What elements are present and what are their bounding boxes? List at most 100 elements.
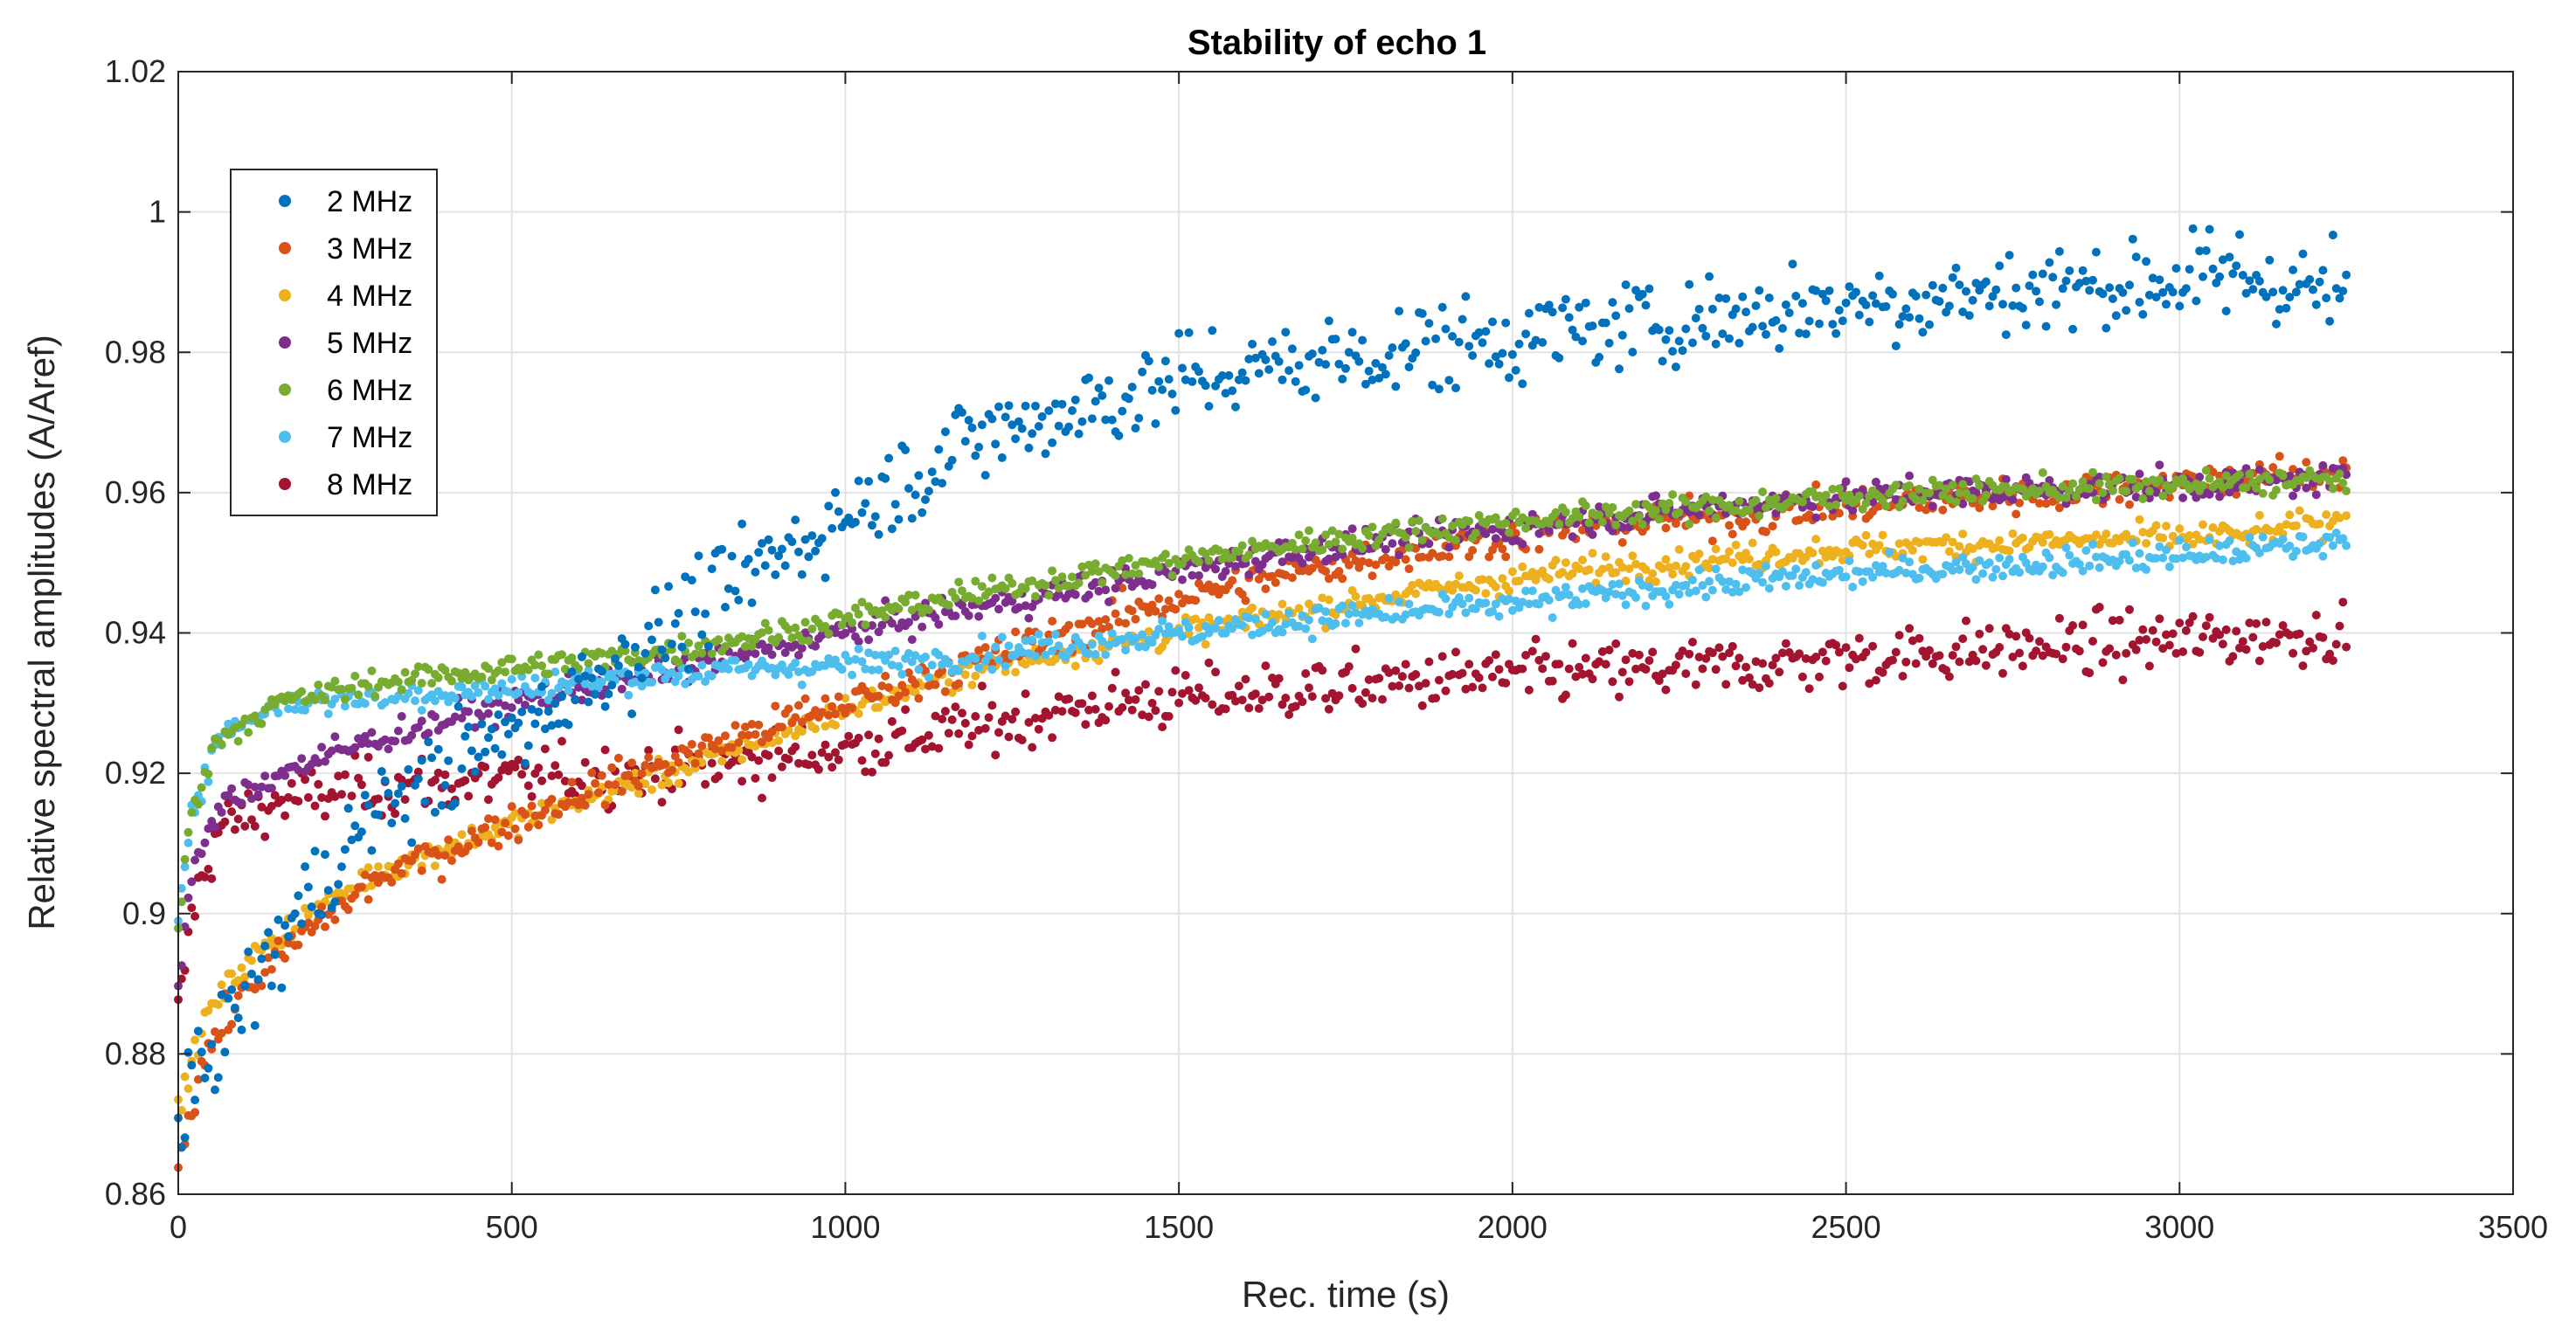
data-point [1871, 675, 1880, 685]
data-point [1121, 563, 1131, 573]
data-point [2291, 546, 2301, 556]
data-point [233, 736, 243, 746]
data-point [1174, 626, 1184, 635]
data-point [2012, 283, 2021, 293]
data-point [1147, 698, 1157, 708]
data-point [2245, 619, 2254, 627]
data-point [967, 593, 977, 603]
data-point [1184, 629, 1194, 639]
data-point [1147, 385, 1157, 395]
data-point [1257, 626, 1267, 636]
data-point [1434, 384, 1444, 394]
data-point [397, 782, 406, 791]
data-point [1437, 652, 1447, 661]
data-point [1101, 715, 1111, 725]
data-point [758, 793, 766, 803]
data-point [1087, 619, 1097, 629]
data-point [854, 733, 863, 743]
data-point [247, 815, 256, 825]
data-point [2178, 647, 2188, 656]
data-point [1925, 320, 1934, 329]
data-point [1211, 582, 1221, 591]
data-point [1094, 586, 1104, 596]
data-point [1024, 443, 1034, 453]
data-point [921, 744, 930, 754]
data-point [447, 856, 456, 866]
data-point [200, 838, 210, 847]
data-point [1778, 648, 1787, 658]
data-point [297, 754, 307, 764]
data-point [2241, 645, 2251, 654]
data-point [1527, 646, 1537, 656]
data-point [1778, 323, 1787, 333]
data-point [1608, 677, 1617, 687]
data-point [384, 744, 393, 754]
data-point [664, 582, 674, 591]
data-point [760, 619, 770, 628]
data-point [464, 791, 474, 801]
data-point [2342, 470, 2351, 480]
data-point [624, 690, 634, 700]
data-point [1021, 689, 1030, 699]
data-point [2158, 644, 2168, 653]
data-point [2035, 637, 2044, 646]
data-point [1331, 552, 1340, 562]
data-point [1107, 683, 1117, 693]
data-point [1894, 539, 1904, 549]
data-point [1788, 259, 1797, 269]
data-point [1507, 567, 1517, 577]
data-point [2008, 301, 2018, 310]
data-point [617, 684, 627, 694]
data-point [1631, 664, 1641, 674]
data-point [1795, 549, 1804, 558]
data-point [1094, 567, 1104, 577]
data-point [780, 561, 790, 570]
data-point [1411, 348, 1421, 357]
data-point [901, 688, 911, 697]
data-point [797, 727, 807, 736]
data-point [844, 656, 854, 666]
data-point [794, 701, 803, 710]
data-point [848, 618, 857, 627]
data-point [301, 903, 310, 913]
data-point [1838, 681, 1847, 691]
data-point [767, 650, 777, 660]
data-point [1828, 484, 1838, 494]
data-point [611, 654, 620, 663]
data-point [824, 752, 834, 762]
data-point [2335, 621, 2344, 631]
data-point [1195, 367, 1203, 377]
data-point [2302, 473, 2311, 482]
data-point [1465, 593, 1474, 603]
data-point [544, 695, 553, 705]
data-point [1951, 263, 1961, 273]
x-tick-label: 1500 [1144, 1209, 1214, 1245]
data-point [537, 776, 547, 785]
data-point [350, 743, 360, 752]
data-point [1261, 355, 1271, 364]
data-point [2074, 646, 2084, 656]
data-point [1821, 490, 1831, 500]
data-point [807, 667, 817, 676]
data-point [607, 763, 617, 772]
data-point [1485, 359, 1494, 369]
data-point [1417, 701, 1427, 710]
data-point [1444, 376, 1454, 385]
data-point [501, 819, 510, 828]
data-point [1898, 312, 1908, 321]
data-point [2258, 642, 2268, 651]
data-point [1411, 543, 1421, 553]
data-point [2052, 649, 2061, 659]
data-point [1417, 536, 1427, 545]
data-point [2144, 487, 2154, 496]
data-point [1111, 609, 1120, 619]
data-point [1728, 641, 1737, 651]
data-point [220, 817, 230, 826]
data-point [751, 649, 760, 659]
data-point [931, 477, 940, 487]
data-point [1645, 656, 1654, 666]
data-point [517, 770, 527, 779]
data-point [991, 642, 1001, 652]
data-point [2298, 661, 2308, 671]
data-point [701, 609, 710, 619]
